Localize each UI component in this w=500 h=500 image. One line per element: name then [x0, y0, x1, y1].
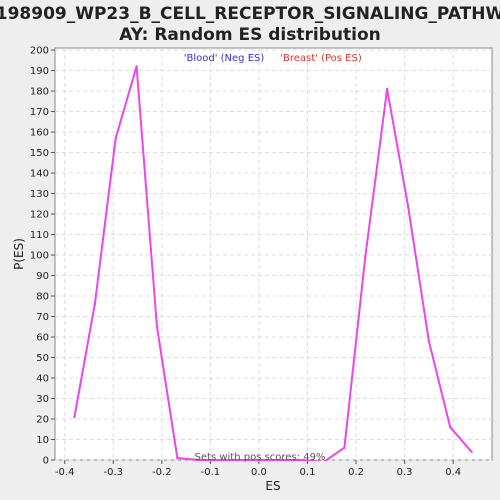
data-point: [176, 457, 178, 459]
data-point: [428, 340, 430, 342]
x-tick-label: 0.0: [251, 467, 267, 478]
data-point: [135, 65, 137, 67]
y-tick-label: 0: [43, 456, 49, 467]
x-tick-label: 0.2: [348, 467, 364, 478]
data-point: [364, 256, 366, 258]
data-point: [407, 205, 409, 207]
y-tick-label: 80: [36, 292, 49, 303]
data-point: [156, 326, 158, 328]
y-axis-label: P(ES): [12, 238, 26, 270]
annotation-pos-scores: Sets with pos scores: 49%: [195, 452, 326, 463]
y-tick-label: 170: [30, 107, 49, 118]
y-tick-label: 180: [30, 87, 49, 98]
y-tick-label: 50: [36, 353, 49, 364]
data-point: [73, 416, 75, 418]
x-tick-label: -0.4: [55, 467, 75, 478]
data-point: [449, 426, 451, 428]
legend-neg: 'Blood' (Neg ES): [184, 53, 265, 64]
x-tick-label: -0.1: [201, 467, 221, 478]
y-tick-label: 20: [36, 415, 49, 426]
x-tick-label: 0.4: [445, 467, 461, 478]
y-tick-label: 130: [30, 189, 49, 200]
y-tick-label: 120: [30, 210, 49, 221]
data-point: [94, 303, 96, 305]
y-tick-label: 40: [36, 374, 49, 385]
y-tick-label: 150: [30, 148, 49, 159]
x-tick-label: 0.1: [300, 467, 316, 478]
data-point: [470, 451, 472, 453]
y-tick-label: 30: [36, 394, 49, 405]
x-tick-label: 0.3: [397, 467, 413, 478]
x-axis-label: ES: [265, 479, 280, 493]
chart-title-line2: AY: Random ES distribution: [119, 25, 380, 45]
y-tick-label: 90: [36, 271, 49, 282]
y-tick-label: 10: [36, 435, 49, 446]
legend-pos: 'Breast' (Pos ES): [280, 53, 362, 64]
y-tick-label: 60: [36, 333, 49, 344]
y-tick-label: 70: [36, 312, 49, 323]
y-tick-label: 160: [30, 128, 49, 139]
data-point: [343, 447, 345, 449]
chart-title-line1: 198909_WP23_B_CELL_RECEPTOR_SIGNALING_PA…: [0, 4, 500, 24]
y-tick-label: 100: [30, 251, 49, 262]
x-tick-label: -0.3: [104, 467, 124, 478]
y-tick-label: 140: [30, 169, 49, 180]
data-point: [114, 137, 116, 139]
x-tick-label: -0.2: [152, 467, 172, 478]
y-tick-label: 110: [30, 230, 49, 241]
data-point: [386, 88, 388, 90]
y-tick-label: 190: [30, 66, 49, 77]
y-tick-label: 200: [30, 46, 49, 57]
